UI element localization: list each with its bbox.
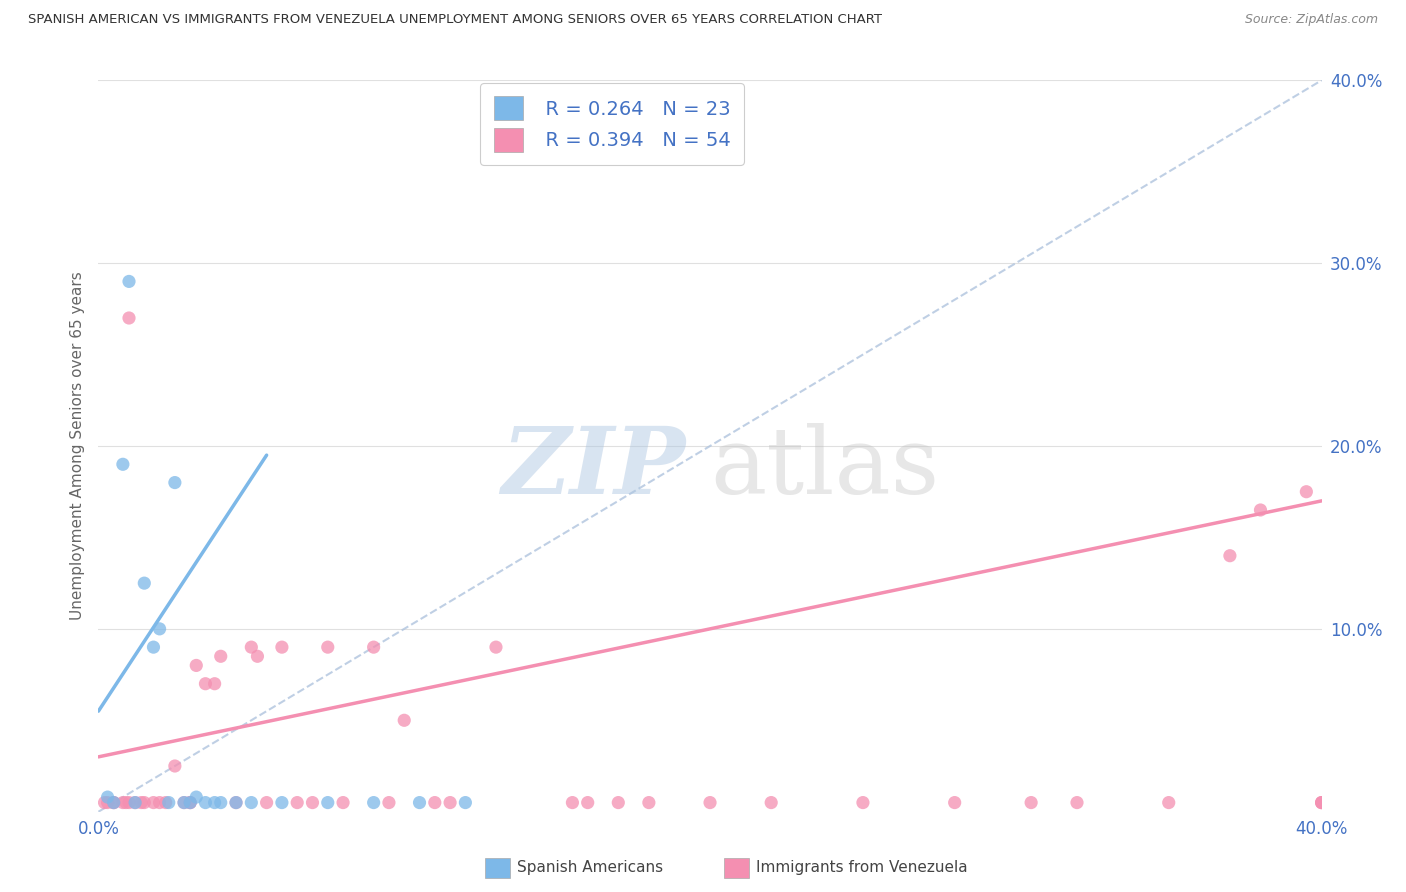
- Point: [173, 796, 195, 810]
- Text: ZIP: ZIP: [502, 423, 686, 513]
- Point: [149, 796, 172, 810]
- Point: [561, 796, 583, 810]
- Point: [1310, 796, 1333, 810]
- Point: [761, 796, 783, 810]
- Point: [103, 796, 125, 810]
- Point: [256, 796, 278, 810]
- Point: [363, 640, 385, 655]
- Point: [204, 676, 226, 690]
- Point: [1250, 503, 1272, 517]
- Point: [97, 796, 120, 810]
- Point: [1157, 796, 1180, 810]
- Point: [943, 796, 966, 810]
- Point: [103, 796, 125, 810]
- Point: [142, 640, 165, 655]
- Point: [1310, 796, 1333, 810]
- Point: [316, 640, 339, 655]
- Point: [93, 796, 115, 810]
- Point: [1219, 549, 1241, 563]
- Point: [270, 796, 294, 810]
- Point: [179, 796, 201, 810]
- Point: [209, 796, 232, 810]
- Point: [111, 458, 134, 472]
- Point: [225, 796, 247, 810]
- Point: [270, 640, 294, 655]
- Point: [209, 649, 232, 664]
- Point: [225, 796, 247, 810]
- Point: [118, 275, 141, 289]
- Point: [1019, 796, 1042, 810]
- Point: [97, 790, 120, 805]
- Point: [378, 796, 401, 810]
- Point: [179, 796, 201, 810]
- Point: [186, 658, 208, 673]
- Point: [285, 796, 308, 810]
- Point: [576, 796, 599, 810]
- Point: [1295, 484, 1317, 499]
- Point: [1066, 796, 1088, 810]
- Point: [157, 796, 180, 810]
- Text: Source: ZipAtlas.com: Source: ZipAtlas.com: [1244, 13, 1378, 27]
- Text: Immigrants from Venezuela: Immigrants from Venezuela: [756, 861, 969, 875]
- Point: [129, 796, 152, 810]
- Point: [301, 796, 323, 810]
- Point: [485, 640, 508, 655]
- Point: [607, 796, 630, 810]
- Point: [155, 796, 177, 810]
- Point: [408, 796, 430, 810]
- Point: [111, 796, 134, 810]
- Point: [439, 796, 461, 810]
- Point: [103, 796, 125, 810]
- Point: [423, 796, 446, 810]
- Point: [246, 649, 269, 664]
- Point: [163, 759, 186, 773]
- Point: [186, 790, 208, 805]
- Text: atlas: atlas: [710, 423, 939, 513]
- Point: [699, 796, 721, 810]
- Point: [149, 622, 172, 636]
- Point: [332, 796, 354, 810]
- Point: [240, 640, 263, 655]
- Point: [134, 796, 156, 810]
- Point: [363, 796, 385, 810]
- Point: [638, 796, 661, 810]
- Point: [194, 796, 217, 810]
- Point: [179, 796, 201, 810]
- Point: [118, 311, 141, 326]
- Y-axis label: Unemployment Among Seniors over 65 years: Unemployment Among Seniors over 65 years: [69, 272, 84, 620]
- Point: [194, 676, 217, 690]
- Point: [163, 475, 186, 490]
- Point: [142, 796, 165, 810]
- Point: [392, 714, 416, 728]
- Point: [134, 576, 156, 591]
- Point: [173, 796, 195, 810]
- Point: [118, 796, 141, 810]
- Text: SPANISH AMERICAN VS IMMIGRANTS FROM VENEZUELA UNEMPLOYMENT AMONG SENIORS OVER 65: SPANISH AMERICAN VS IMMIGRANTS FROM VENE…: [28, 13, 882, 27]
- Legend:   R = 0.264   N = 23,   R = 0.394   N = 54: R = 0.264 N = 23, R = 0.394 N = 54: [481, 83, 744, 165]
- Point: [124, 796, 146, 810]
- Point: [204, 796, 226, 810]
- Point: [454, 796, 477, 810]
- Point: [240, 796, 263, 810]
- Point: [124, 796, 146, 810]
- Point: [316, 796, 339, 810]
- Text: Spanish Americans: Spanish Americans: [517, 861, 664, 875]
- Point: [852, 796, 875, 810]
- Point: [1310, 796, 1333, 810]
- Point: [115, 796, 138, 810]
